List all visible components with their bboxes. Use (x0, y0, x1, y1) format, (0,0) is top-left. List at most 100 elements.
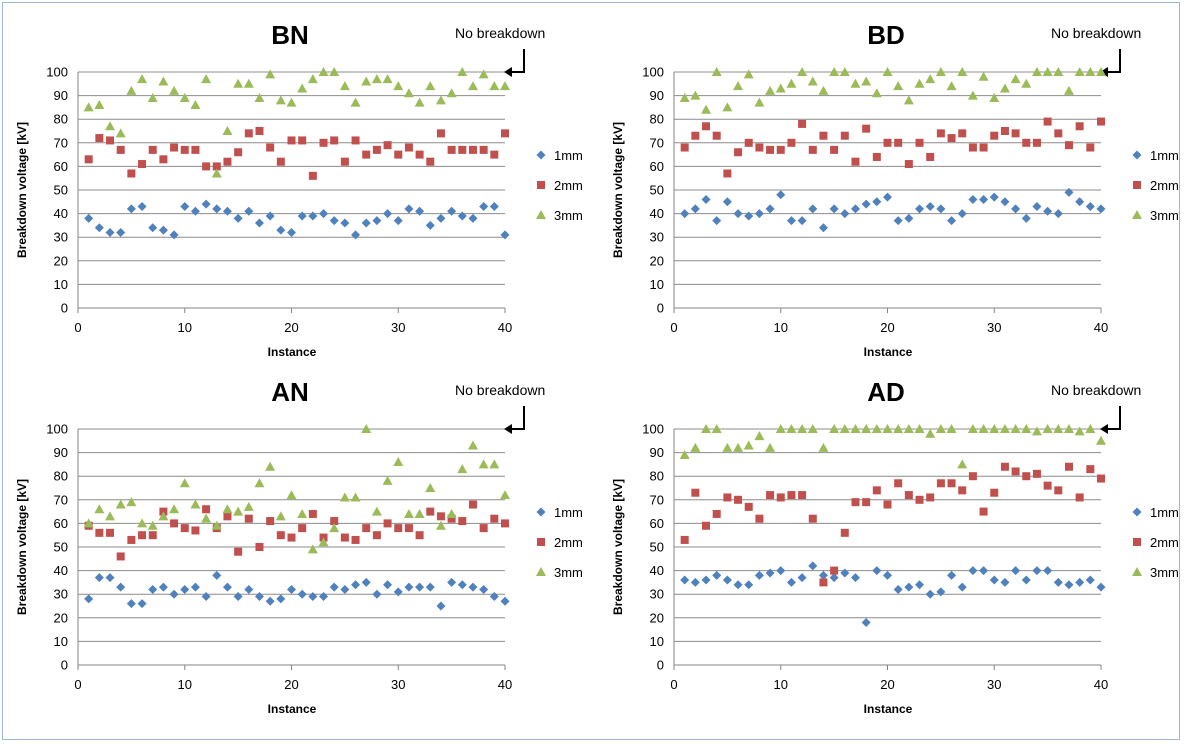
data-point-3mm (467, 81, 478, 91)
data-point-2mm (127, 535, 136, 544)
x-tick-label: 0 (74, 320, 81, 335)
data-point-1mm (904, 213, 914, 223)
data-point-3mm (446, 88, 457, 98)
data-point-1mm (351, 230, 361, 240)
data-point-3mm (201, 74, 212, 84)
data-point-3mm (254, 92, 265, 102)
y-tick-label: 30 (650, 230, 664, 245)
data-point-2mm (436, 129, 445, 138)
y-tick-label: 30 (54, 587, 68, 602)
data-point-2mm (1011, 129, 1020, 138)
data-point-1mm (925, 589, 935, 599)
data-point-2mm (851, 157, 860, 166)
data-point-2mm (1064, 462, 1073, 471)
data-point-2mm (787, 138, 796, 147)
data-point-2mm (712, 509, 721, 518)
data-point-2mm (723, 169, 732, 178)
data-point-1mm (701, 194, 711, 204)
data-point-2mm (883, 138, 892, 147)
no-breakdown-arrow (510, 49, 525, 73)
data-point-3mm (222, 126, 233, 135)
data-point-1mm (893, 216, 903, 226)
data-point-2mm (95, 134, 104, 143)
data-point-3mm (989, 92, 1000, 102)
data-point-1mm (872, 197, 882, 207)
data-point-1mm (415, 582, 425, 592)
data-point-2mm (819, 578, 828, 587)
data-point-3mm (169, 504, 180, 514)
data-point-3mm (829, 424, 840, 433)
data-point-2mm (734, 148, 743, 157)
data-point-3mm (339, 81, 350, 91)
data-point-1mm (765, 568, 775, 578)
data-point-3mm (190, 100, 201, 110)
data-point-1mm (222, 582, 232, 592)
data-point-2mm (808, 145, 817, 154)
data-point-1mm (1075, 577, 1085, 587)
data-point-1mm (436, 213, 446, 223)
data-point-3mm (489, 459, 500, 469)
data-point-2mm (702, 122, 711, 131)
data-point-1mm (383, 580, 393, 590)
data-point-3mm (1074, 67, 1085, 76)
data-point-3mm (871, 424, 882, 433)
y-tick-label: 40 (650, 206, 664, 221)
data-point-1mm (936, 587, 946, 597)
data-point-3mm (105, 511, 116, 521)
data-point-3mm (339, 492, 350, 502)
data-point-3mm (1085, 67, 1096, 76)
data-point-3mm (147, 92, 158, 102)
data-point-3mm (393, 81, 404, 91)
data-point-2mm (276, 531, 285, 540)
data-point-2mm (362, 150, 371, 159)
series-2mm (84, 500, 509, 561)
x-tick-label: 30 (987, 677, 1001, 692)
data-point-3mm (286, 490, 297, 500)
data-point-1mm (776, 190, 786, 200)
data-point-2mm (276, 157, 285, 166)
data-point-1mm (979, 194, 989, 204)
series-3mm (679, 424, 1106, 469)
y-tick-label: 0 (61, 301, 68, 316)
data-point-3mm (265, 461, 276, 471)
data-point-2mm (191, 526, 200, 535)
y-tick-label: 50 (54, 540, 68, 555)
legend-label: 3mm (554, 208, 583, 223)
data-point-3mm (275, 95, 286, 105)
data-point-3mm (425, 483, 436, 492)
data-point-1mm (1000, 577, 1010, 587)
data-point-2mm (468, 500, 477, 509)
y-tick-label: 60 (650, 516, 664, 531)
y-tick-label: 70 (54, 492, 68, 507)
data-point-3mm (797, 67, 808, 76)
data-point-3mm (414, 508, 425, 518)
data-point-2mm (691, 131, 700, 140)
data-point-2mm (798, 491, 807, 500)
data-point-3mm (1096, 67, 1106, 76)
data-point-2mm (106, 528, 115, 537)
data-point-1mm (744, 580, 754, 590)
data-point-2mm (958, 486, 967, 495)
data-point-3mm (222, 504, 233, 514)
data-point-1mm (489, 592, 499, 602)
chart-bd: 0 10 20 30 40 50 60 70 80 90 100 0 10 20 30 40 BD Instanc… (611, 20, 1179, 359)
data-point-2mm (415, 150, 424, 159)
data-point-3mm (679, 449, 690, 459)
data-point-3mm (733, 442, 744, 452)
series-3mm (83, 67, 510, 178)
data-point-1mm (818, 570, 828, 580)
data-point-3mm (318, 67, 329, 76)
data-point-2mm (426, 507, 435, 516)
data-point-2mm (1011, 467, 1020, 476)
data-point-3mm (871, 88, 882, 98)
data-point-1mm (383, 209, 393, 219)
data-point-3mm (382, 74, 393, 84)
legend-label: 3mm (1150, 565, 1179, 580)
data-point-3mm (701, 104, 712, 114)
data-point-3mm (371, 506, 382, 516)
y-tick-label: 20 (650, 253, 664, 268)
data-point-2mm (798, 119, 807, 128)
data-point-3mm (999, 83, 1010, 93)
data-point-2mm (404, 524, 413, 533)
arrow-head-icon (504, 424, 512, 434)
